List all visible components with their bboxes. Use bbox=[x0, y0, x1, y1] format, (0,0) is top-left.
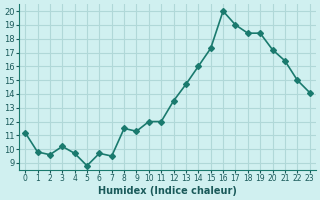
X-axis label: Humidex (Indice chaleur): Humidex (Indice chaleur) bbox=[98, 186, 237, 196]
